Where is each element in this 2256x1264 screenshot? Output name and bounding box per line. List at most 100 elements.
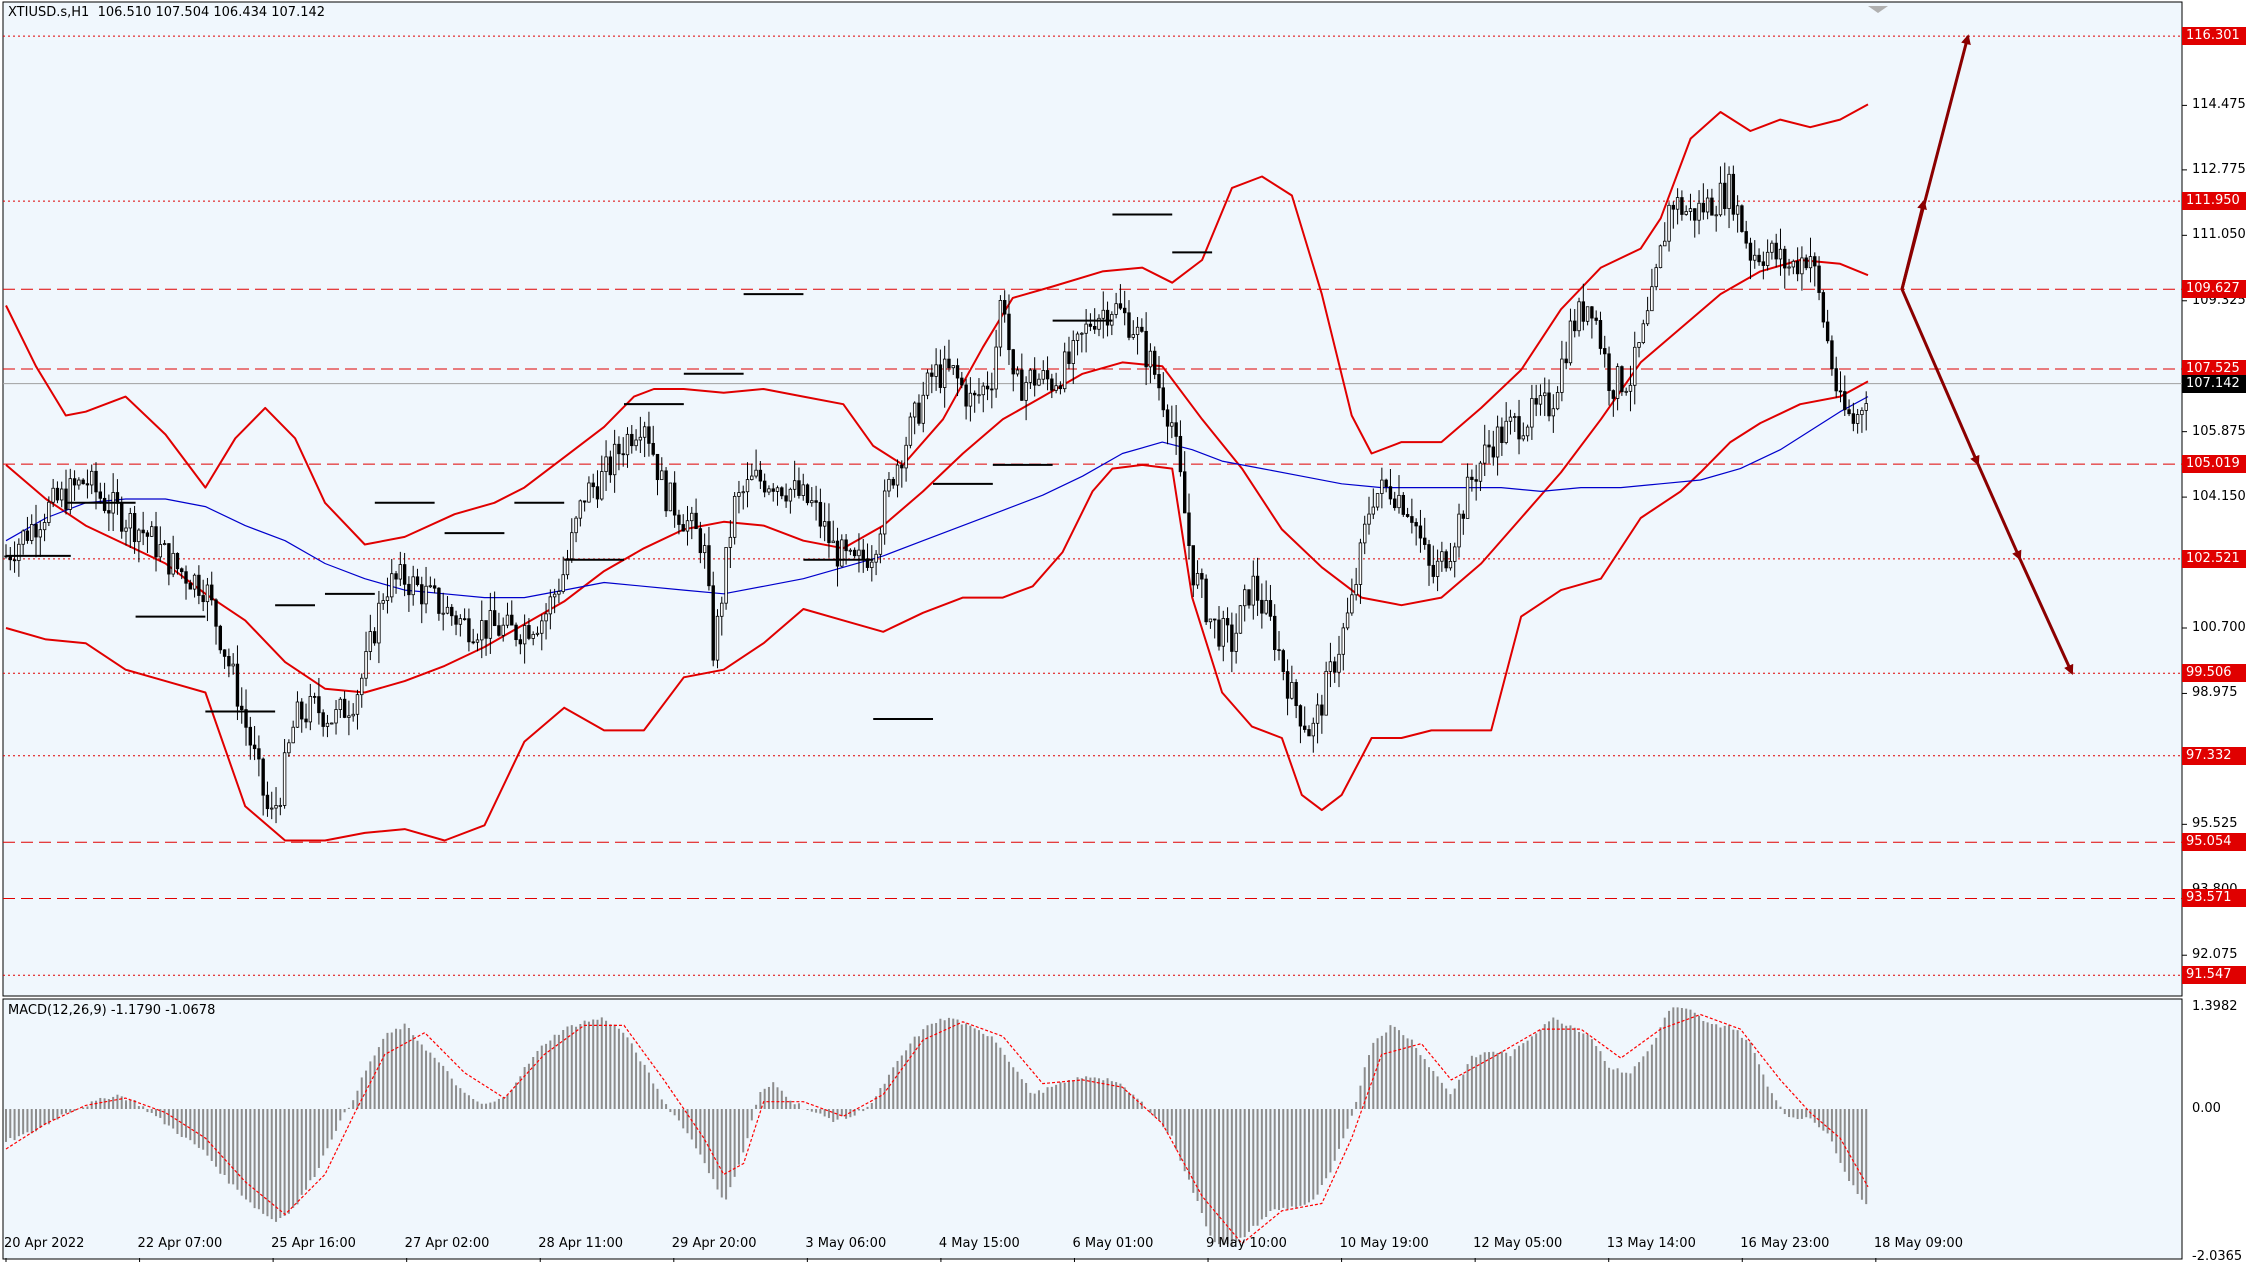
bollinger-middle-line bbox=[5, 259, 1869, 694]
candle-body bbox=[587, 482, 591, 503]
candle-body bbox=[488, 610, 493, 639]
candle-body bbox=[1508, 416, 1513, 422]
candle-body bbox=[240, 705, 244, 711]
candle-body bbox=[1461, 513, 1466, 519]
candle-body bbox=[771, 488, 775, 492]
candle-body bbox=[192, 574, 197, 590]
candle-body bbox=[1170, 422, 1174, 427]
candle-body bbox=[1221, 618, 1225, 647]
candle-body bbox=[1311, 722, 1315, 737]
candle-body bbox=[1062, 351, 1067, 390]
candle-body bbox=[711, 585, 715, 661]
axis-ticks bbox=[5, 104, 2187, 1262]
candle-body bbox=[638, 436, 643, 441]
candle-body bbox=[1058, 385, 1063, 390]
candle-body bbox=[231, 663, 235, 667]
candle-body bbox=[162, 543, 167, 545]
candle-body bbox=[805, 484, 810, 504]
candle-body bbox=[1675, 197, 1680, 210]
candle-body bbox=[1825, 321, 1830, 342]
candle-body bbox=[81, 479, 85, 485]
candle-body bbox=[21, 530, 25, 545]
candle-body bbox=[330, 722, 334, 725]
candle-body bbox=[651, 442, 655, 455]
candle-body bbox=[677, 514, 681, 525]
candle-body bbox=[1808, 256, 1813, 269]
candle-body bbox=[1560, 358, 1564, 393]
candle-body bbox=[1783, 248, 1787, 269]
candle-body bbox=[882, 490, 887, 535]
candle-body bbox=[1307, 729, 1311, 737]
candle-body bbox=[531, 633, 535, 639]
candle-body bbox=[754, 469, 758, 477]
candle-body bbox=[480, 620, 484, 641]
candle-body bbox=[621, 453, 625, 456]
candle-body bbox=[750, 475, 754, 480]
candle-body bbox=[158, 544, 163, 558]
candle-body bbox=[150, 526, 154, 537]
candle-body bbox=[1427, 544, 1431, 566]
candle-body bbox=[1633, 346, 1637, 386]
candle-body bbox=[1088, 323, 1093, 327]
candle-body bbox=[557, 591, 561, 595]
candle-body bbox=[642, 426, 647, 438]
candle-body bbox=[1187, 512, 1191, 546]
candle-body bbox=[1513, 416, 1517, 418]
candle-body bbox=[878, 533, 883, 555]
price-level-lines bbox=[3, 35, 2182, 976]
candle-body bbox=[1354, 584, 1358, 596]
candle-body bbox=[1045, 370, 1050, 380]
candle-body bbox=[287, 742, 291, 754]
candle-body bbox=[544, 613, 548, 622]
candle-body bbox=[1213, 618, 1217, 621]
chart-shift-marker-icon[interactable] bbox=[1868, 6, 1888, 13]
candle-body bbox=[492, 610, 497, 627]
bollinger-lower-line bbox=[5, 380, 1869, 842]
candle-body bbox=[1770, 242, 1774, 253]
candle-body bbox=[1465, 476, 1470, 519]
candle-body bbox=[1268, 600, 1273, 617]
candle-body bbox=[1753, 254, 1757, 261]
candle-body bbox=[625, 433, 630, 456]
candle-body bbox=[1551, 408, 1556, 417]
candle-body bbox=[137, 529, 141, 543]
candle-body bbox=[1320, 704, 1324, 716]
candle-body bbox=[1007, 313, 1011, 351]
candle-body bbox=[394, 573, 398, 580]
candle-body bbox=[728, 536, 733, 548]
macd-signal-line bbox=[5, 1013, 1869, 1245]
candle-body bbox=[908, 416, 913, 446]
candle-body bbox=[312, 696, 317, 698]
candle-body bbox=[1838, 390, 1843, 393]
candle-body bbox=[1735, 205, 1740, 215]
candle-body bbox=[415, 576, 420, 586]
candle-body bbox=[998, 300, 1003, 348]
candle-body bbox=[1358, 542, 1363, 585]
candle-body bbox=[1114, 303, 1118, 315]
candle-body bbox=[484, 620, 488, 639]
candle-body bbox=[1705, 197, 1710, 213]
candle-body bbox=[1328, 661, 1333, 672]
candle-body bbox=[1671, 204, 1676, 210]
candle-body bbox=[1714, 214, 1718, 217]
candle-body bbox=[1813, 256, 1817, 267]
forecast-arrows bbox=[1900, 34, 2074, 675]
candle-body bbox=[1367, 513, 1371, 525]
candle-body bbox=[1525, 426, 1530, 437]
candle-body bbox=[184, 571, 188, 584]
candle-body bbox=[548, 596, 553, 615]
candle-body bbox=[437, 587, 441, 614]
candle-body bbox=[595, 486, 600, 500]
candle-body bbox=[1127, 312, 1131, 338]
candle-body bbox=[1140, 326, 1144, 332]
candle-body bbox=[1478, 462, 1483, 482]
candle-body bbox=[1135, 326, 1140, 336]
candle-body bbox=[1577, 301, 1581, 332]
candle-body bbox=[1564, 358, 1568, 364]
candle-body bbox=[1448, 560, 1453, 569]
candle-body bbox=[780, 487, 784, 497]
candle-body bbox=[1028, 369, 1033, 383]
candle-body bbox=[64, 488, 68, 510]
candle-body bbox=[570, 532, 574, 560]
candle-body bbox=[724, 547, 728, 604]
